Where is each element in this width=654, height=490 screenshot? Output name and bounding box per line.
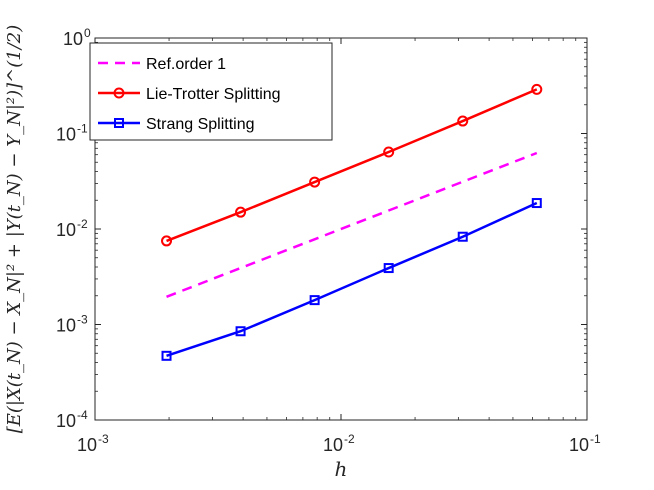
y-tick-label: 10 xyxy=(56,125,76,145)
data-point-2-4 xyxy=(457,231,468,242)
x-tick-label: 10 xyxy=(77,435,97,455)
y-tick-label: 10 xyxy=(56,411,76,431)
data-point-2-1 xyxy=(235,326,246,337)
series-1 xyxy=(161,83,543,247)
plot-layer xyxy=(161,83,543,361)
legend: Ref.order 1 Lie-Trotter Splitting Strang S… xyxy=(89,42,333,141)
series-2 xyxy=(161,198,542,361)
legend-label-1: Lie-Trotter Splitting xyxy=(146,86,281,103)
series-0 xyxy=(166,151,538,298)
x-tick-exponent: -2 xyxy=(344,432,355,446)
data-point-2-0 xyxy=(161,350,172,361)
x-tick-exponent: -3 xyxy=(98,432,109,446)
data-point-2-2 xyxy=(309,295,320,306)
x-tick-exponent: -1 xyxy=(590,432,601,446)
data-point-1-3 xyxy=(383,146,395,158)
x-tick-label: 10 xyxy=(323,435,343,455)
data-point-1-5 xyxy=(531,83,543,95)
y-axis-label: [E(|X(t_N) − X_N|² + |Y(t_N) − Y_N|²)]^(… xyxy=(4,25,25,434)
y-tick-label: 10 xyxy=(56,220,76,240)
series-line-2 xyxy=(166,201,538,357)
data-point-2-3 xyxy=(383,263,394,274)
y-tick-exponent: -2 xyxy=(77,217,88,231)
y-tick-exponent: -4 xyxy=(77,408,88,422)
data-point-1-0 xyxy=(161,235,173,247)
y-tick-exponent: -1 xyxy=(77,122,88,136)
x-tick-label: 10 xyxy=(569,435,589,455)
x-axis-label: h xyxy=(335,457,348,481)
series-line-0 xyxy=(166,151,538,298)
data-point-1-1 xyxy=(235,206,247,218)
y-tick-label: 10 xyxy=(63,29,83,49)
data-point-1-4 xyxy=(457,115,469,127)
axis-layer: 10 -3 10 -2 10 -110 -410 -310 -210 -110 0h[E(|X(t_… xyxy=(4,25,601,481)
data-point-2-5 xyxy=(531,198,542,209)
y-tick-exponent: -3 xyxy=(77,313,88,327)
series-line-1 xyxy=(166,88,538,243)
data-point-1-2 xyxy=(309,176,321,188)
legend-marker-1 xyxy=(113,87,125,99)
legend-label-2: Strang Splitting xyxy=(146,116,255,133)
legend-label-0: Ref.order 1 xyxy=(146,56,226,73)
y-tick-exponent: 0 xyxy=(84,26,91,40)
legend-marker-2 xyxy=(114,118,124,128)
y-tick-label: 10 xyxy=(56,316,76,336)
